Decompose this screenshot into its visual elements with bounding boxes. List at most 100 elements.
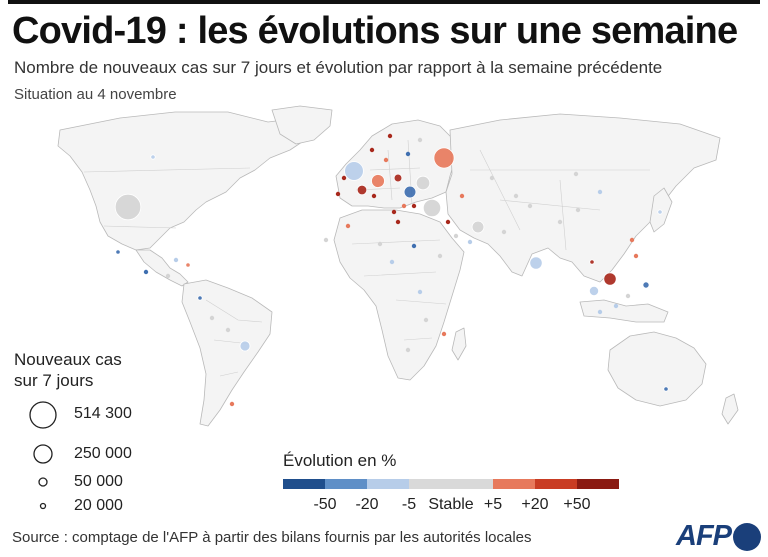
north-america-landmass — [57, 111, 306, 251]
madagascar-landmass — [451, 327, 467, 361]
color-scale-segment-3 — [409, 479, 451, 489]
color-scale-segment-1 — [325, 479, 367, 489]
bubble-australie — [663, 386, 669, 392]
bubble-layer — [114, 147, 669, 392]
minor-dot-39 — [391, 209, 397, 215]
australia-landmass — [607, 331, 707, 407]
minor-dot-23 — [629, 237, 635, 243]
bubble-vietnam — [603, 272, 617, 286]
bubble-br-sil — [239, 340, 251, 352]
bubble-allemagne — [371, 174, 385, 188]
bubble-philippines — [642, 281, 650, 289]
color-scale-segment-5 — [493, 479, 535, 489]
minor-dot-1 — [345, 223, 351, 229]
minor-dot-35 — [383, 157, 389, 163]
africa-landmass — [333, 209, 465, 381]
minor-dot-17 — [513, 193, 519, 199]
color-scale-label-2: -5 — [401, 496, 417, 513]
size-legend-circle-large — [29, 401, 57, 429]
size-legend-title: Nouveaux cas sur 7 jours — [14, 350, 122, 390]
minor-dot-20 — [557, 219, 563, 225]
country-borders — [83, 139, 650, 377]
bubble-russie — [433, 147, 455, 169]
minor-dot-26 — [597, 309, 603, 315]
minor-dot-44 — [395, 219, 401, 225]
bubble-mexique — [115, 249, 121, 255]
minor-dot-42 — [335, 191, 341, 197]
source-note: Source : comptage de l'AFP à partir des … — [12, 529, 532, 546]
minor-dot-40 — [371, 193, 377, 199]
minor-dot-34 — [405, 151, 411, 157]
bubble--tats-unis — [114, 193, 142, 221]
bubble-france — [356, 184, 368, 196]
bubble-colombie — [197, 295, 203, 301]
minor-dot-30 — [445, 219, 451, 225]
bubble-pologne — [393, 173, 403, 183]
size-legend-circle-small — [38, 477, 48, 487]
color-scale-segment-4 — [451, 479, 493, 489]
size-legend-circles — [29, 401, 57, 510]
asia-landmass — [445, 113, 721, 283]
bubble-ukraine — [415, 175, 431, 191]
greenland-landmass — [271, 105, 333, 145]
minor-dots-layer — [143, 133, 639, 407]
europe-borders — [355, 139, 421, 205]
minor-dot-33 — [387, 133, 393, 139]
color-scale-segment-6 — [535, 479, 577, 489]
minor-dot-21 — [575, 207, 581, 213]
color-scale-segment-2 — [367, 479, 409, 489]
size-legend-label-small: 50 000 — [74, 473, 123, 490]
us-mexico-border — [103, 225, 177, 229]
minor-dot-31 — [453, 233, 459, 239]
world-map — [57, 105, 739, 427]
color-scale-label-0: -50 — [313, 496, 337, 513]
color-legend-title: Évolution en % — [283, 451, 397, 470]
size-legend-label-medium: 250 000 — [74, 445, 132, 462]
afp-logo-dot — [733, 523, 761, 551]
minor-dot-18 — [527, 203, 533, 209]
minor-dot-27 — [625, 293, 631, 299]
minor-dot-4 — [411, 243, 417, 249]
minor-dot-36 — [369, 147, 375, 153]
bubble-tha-lande — [589, 285, 600, 296]
minor-dot-12 — [209, 315, 215, 321]
afp-logo: AFP — [676, 520, 732, 552]
minor-dot-0 — [323, 237, 329, 243]
asia-borders — [470, 149, 650, 251]
south-america-landmass — [181, 279, 273, 427]
page-subtitle: Nombre de nouveaux cas sur 7 jours et év… — [14, 58, 663, 77]
color-scale-label-1: -20 — [355, 496, 379, 513]
color-scale-label-6: +50 — [563, 496, 591, 513]
bubble-cuba — [185, 262, 191, 268]
minor-dot-37 — [417, 137, 423, 143]
southeast-asia-islands — [579, 299, 669, 323]
minor-dot-3 — [389, 259, 395, 265]
top-rule — [8, 0, 760, 4]
minor-dot-11 — [225, 327, 231, 333]
minor-dot-10 — [229, 401, 235, 407]
color-scale-label-5: +20 — [521, 496, 549, 513]
bubble-turquie — [422, 198, 442, 218]
dateline: Situation au 4 novembre — [14, 86, 177, 103]
minor-dot-41 — [341, 175, 347, 181]
minor-dot-6 — [417, 289, 423, 295]
color-scale-label-4: +5 — [483, 496, 503, 513]
minor-dot-43 — [411, 203, 417, 209]
minor-dot-7 — [423, 317, 429, 323]
land-layer — [57, 105, 739, 427]
color-scale-label-3: Stable — [428, 496, 474, 513]
bubble-japon — [657, 209, 663, 215]
new-zealand-landmass — [721, 393, 739, 425]
bubble-roumanie — [403, 185, 417, 199]
bubble-iran — [471, 220, 485, 234]
minor-dot-9 — [405, 347, 411, 353]
minor-dot-16 — [489, 175, 495, 181]
minor-dot-38 — [401, 203, 407, 209]
minor-dot-25 — [613, 303, 619, 309]
minor-dot-29 — [459, 193, 465, 199]
color-scale-bar — [283, 479, 619, 489]
bubble-inde — [529, 256, 543, 270]
minor-dot-22 — [597, 189, 603, 195]
minor-dot-15 — [173, 257, 179, 263]
bubble-chine — [589, 259, 595, 265]
